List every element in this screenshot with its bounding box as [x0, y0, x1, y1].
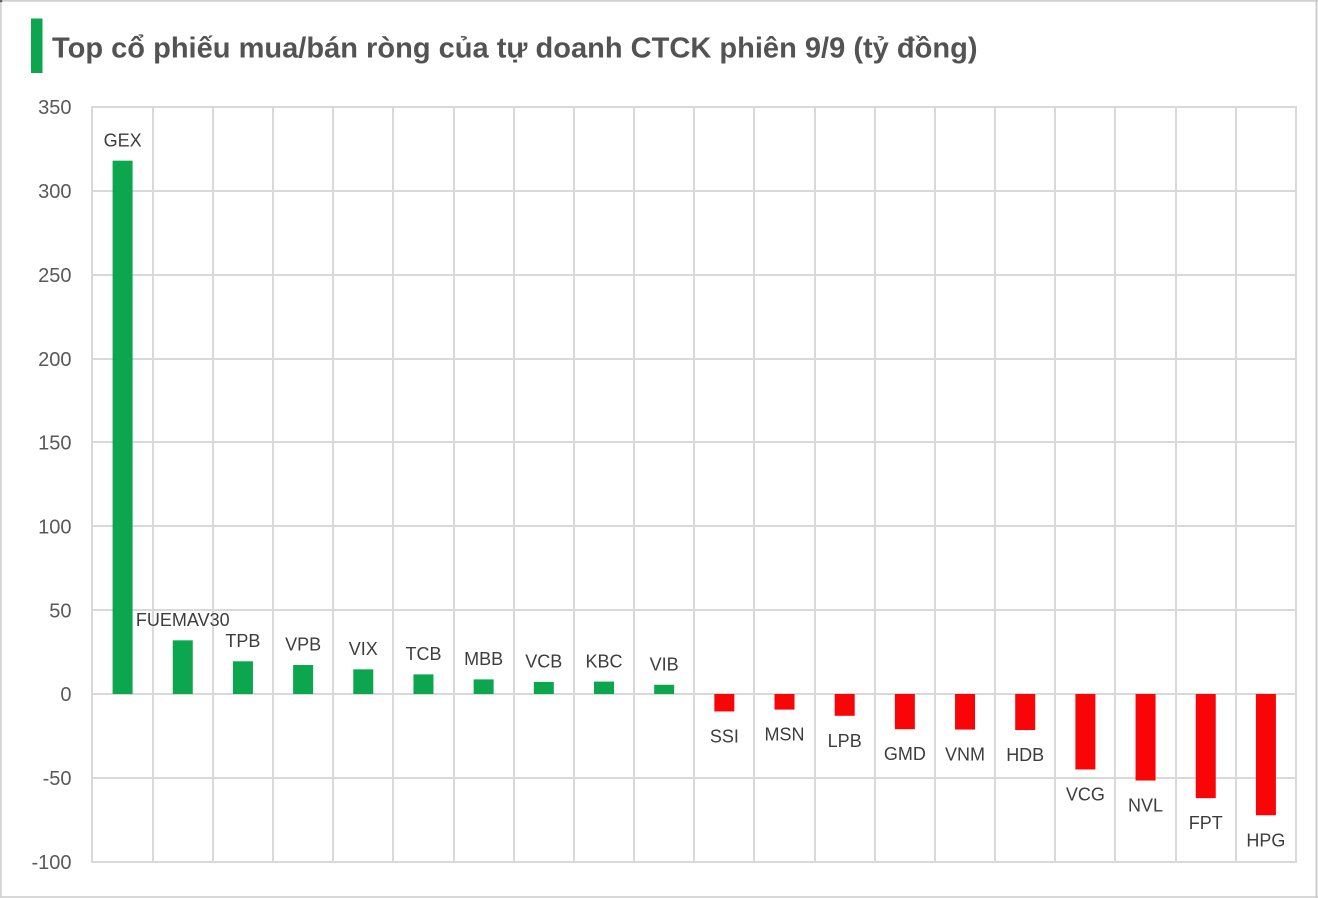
svg-text:TPB: TPB	[225, 631, 260, 651]
svg-text:50: 50	[49, 600, 71, 622]
svg-text:TCB: TCB	[405, 644, 441, 664]
svg-text:SSI: SSI	[710, 726, 739, 746]
svg-text:-50: -50	[43, 768, 72, 790]
svg-text:GMD: GMD	[884, 744, 926, 764]
svg-text:MBB: MBB	[464, 649, 503, 669]
svg-text:VIX: VIX	[349, 639, 378, 659]
svg-text:350: 350	[38, 97, 71, 119]
svg-text:HDB: HDB	[1006, 745, 1044, 765]
svg-text:250: 250	[38, 265, 71, 287]
svg-text:300: 300	[38, 181, 71, 203]
svg-text:0: 0	[60, 684, 71, 706]
svg-text:KBC: KBC	[585, 651, 622, 671]
svg-text:-100: -100	[31, 852, 71, 874]
svg-text:MSN: MSN	[765, 725, 805, 745]
svg-text:VCB: VCB	[525, 652, 562, 672]
svg-text:GEX: GEX	[104, 130, 142, 150]
svg-text:Top cổ phiếu mua/bán ròng của: Top cổ phiếu mua/bán ròng của tự doanh C…	[52, 33, 978, 65]
svg-text:HPG: HPG	[1246, 830, 1285, 850]
svg-text:VCG: VCG	[1066, 784, 1105, 804]
svg-text:LPB: LPB	[828, 731, 862, 751]
svg-text:VPB: VPB	[285, 635, 321, 655]
svg-text:200: 200	[38, 349, 71, 371]
svg-text:VNM: VNM	[945, 745, 985, 765]
svg-text:VIB: VIB	[650, 654, 679, 674]
svg-text:FUEMAV30: FUEMAV30	[136, 610, 230, 630]
svg-text:FPT: FPT	[1189, 813, 1223, 833]
svg-text:100: 100	[38, 516, 71, 538]
svg-text:NVL: NVL	[1128, 796, 1163, 816]
svg-text:150: 150	[38, 433, 71, 455]
